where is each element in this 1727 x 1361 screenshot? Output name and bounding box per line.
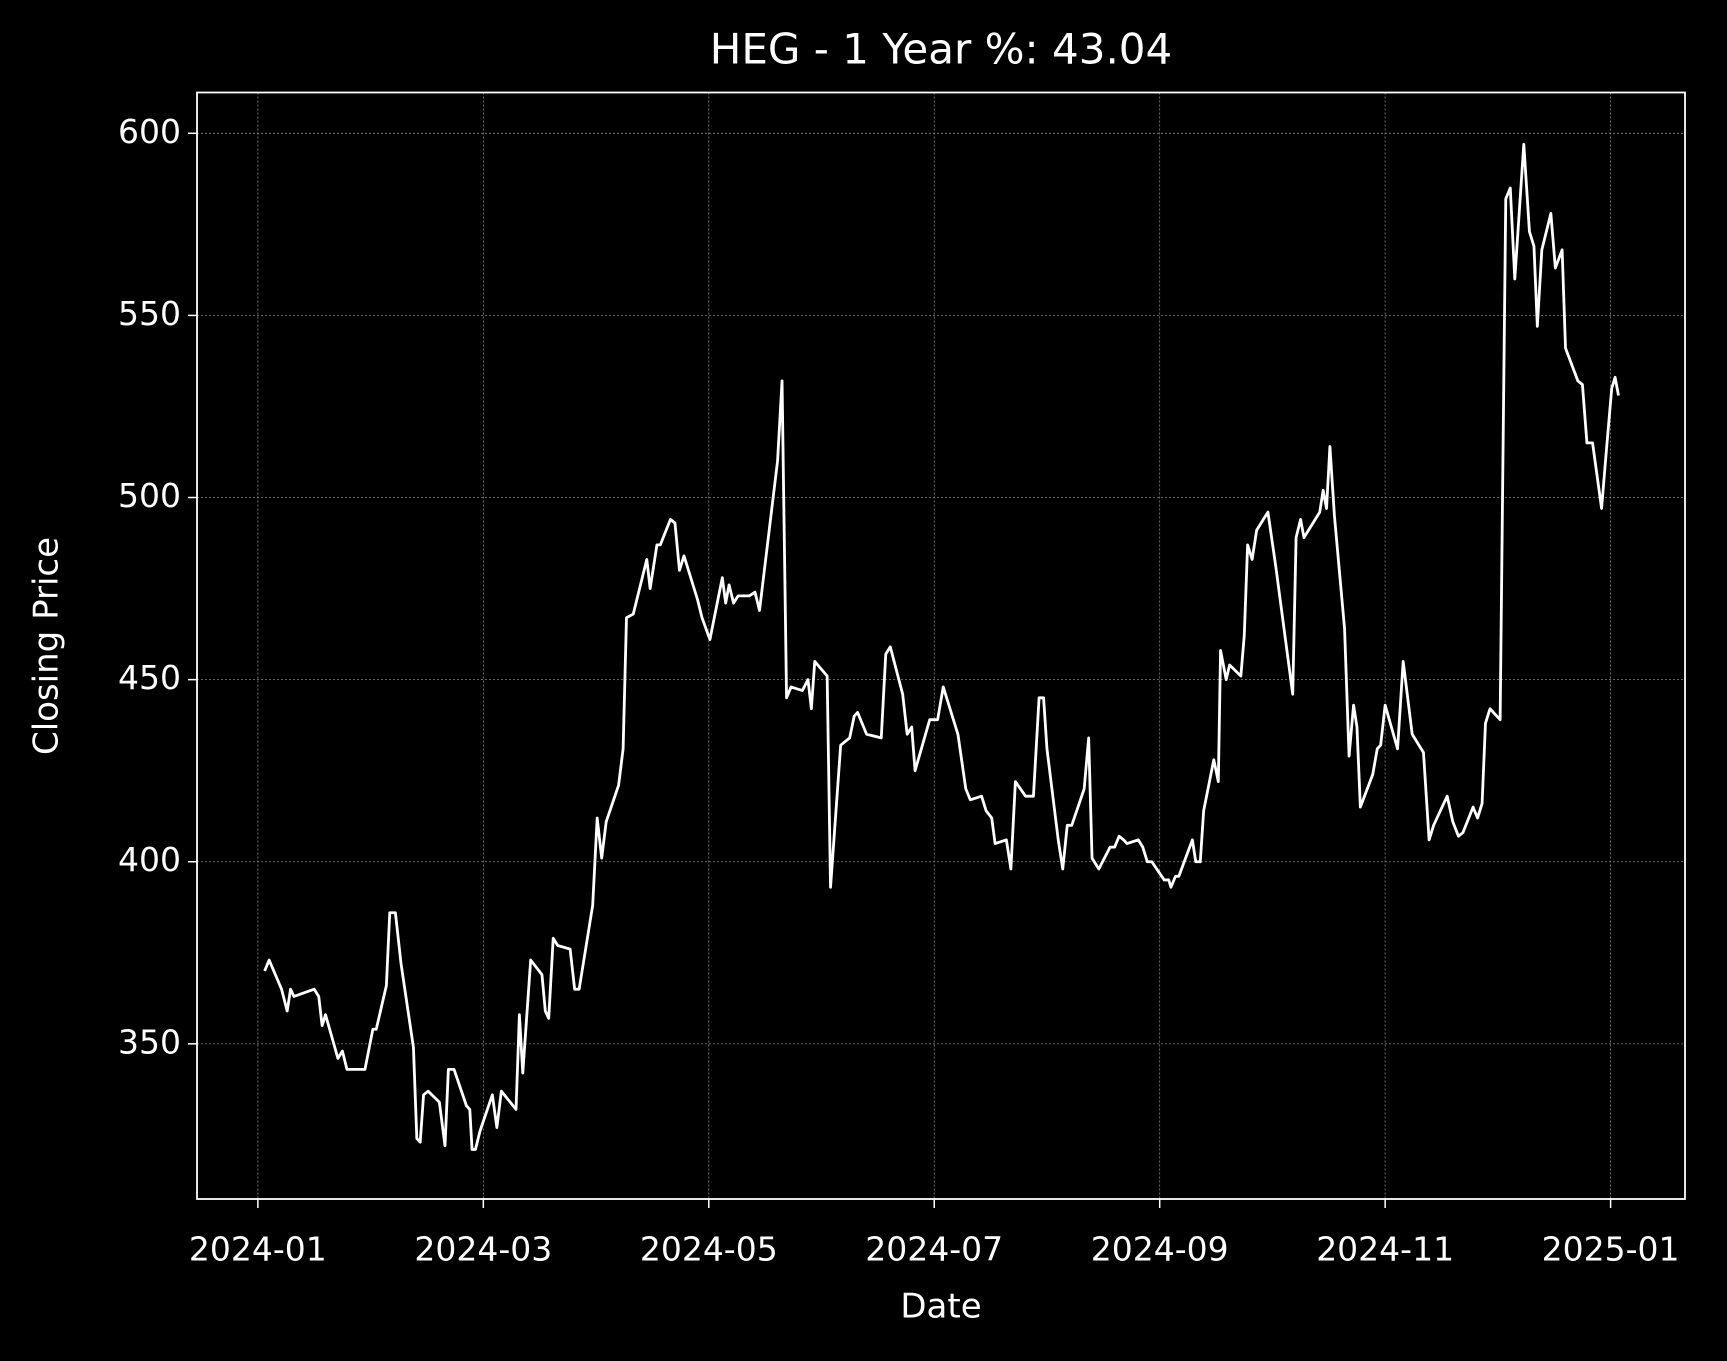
price-line — [263, 142, 1620, 1151]
x-tick-label: 2024-11 — [1316, 1230, 1454, 1269]
x-tick-label: 2024-01 — [189, 1230, 327, 1269]
plot-frame — [196, 91, 1686, 1200]
y-tick-label: 450 — [118, 658, 181, 697]
x-tick-label: 2025-01 — [1542, 1230, 1680, 1269]
x-axis-label: Date — [900, 1287, 981, 1327]
y-tick-label: 500 — [118, 476, 181, 515]
x-tick-label: 2024-07 — [865, 1230, 1003, 1269]
x-tick-label: 2024-05 — [640, 1230, 778, 1269]
y-tick-label: 600 — [118, 112, 181, 151]
y-tick-label: 350 — [118, 1022, 181, 1061]
chart-title: HEG - 1 Year %: 43.04 — [710, 25, 1173, 74]
y-tick-label: 400 — [118, 840, 181, 879]
x-tick-label: 2024-09 — [1091, 1230, 1229, 1269]
y-tick-label: 550 — [118, 294, 181, 333]
y-axis-label: Closing Price — [27, 537, 67, 755]
x-tick-label: 2024-03 — [414, 1230, 552, 1269]
